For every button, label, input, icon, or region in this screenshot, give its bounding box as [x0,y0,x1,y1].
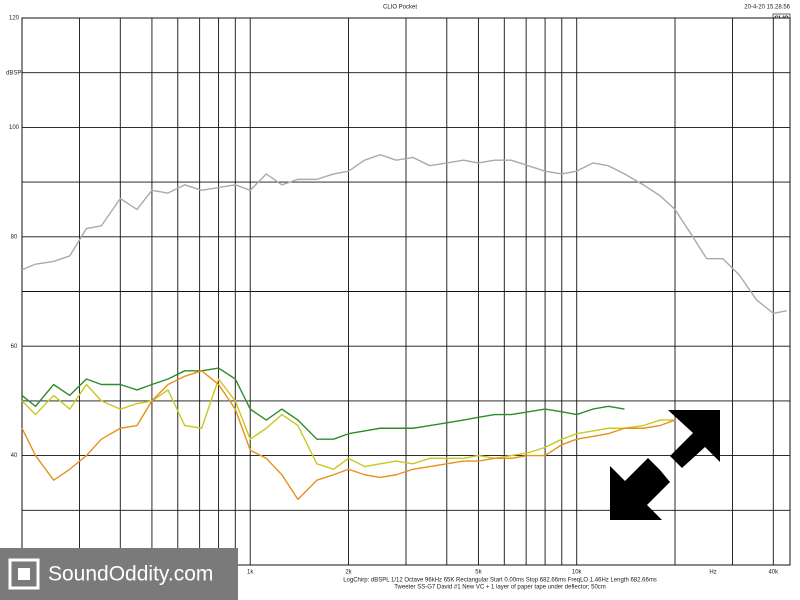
y-tick-label: 60 [11,344,18,350]
y-tick-label: 80 [11,234,18,240]
x-axis-label: Hz [709,570,716,576]
series-line [21,154,787,315]
y-tick-label: 100 [9,125,20,131]
x-tick-label: 40k [768,570,779,576]
arrow-out [668,410,720,468]
watermark: SoundOddity.com [48,563,213,586]
y-tick-label: 120 [9,16,20,22]
x-tick-label: 5k [475,570,482,576]
series-line [21,370,676,501]
x-tick-label: 1k [247,570,254,576]
y-axis-label: dBSPL [6,71,25,77]
x-tick-label: 2k [345,570,352,576]
logo-box [0,548,238,600]
footer-line: Tweeter SS-G7 David #1 New VC + 1 layer … [394,585,606,591]
logo-icon-inner [18,568,30,580]
chart-title: CLIO Pocket [383,5,417,11]
series-line [21,367,625,440]
logo-icon [8,558,40,590]
plot-area: 40 60 80 100 120 1k 2k 5k 10k 40k [9,16,791,576]
series-line [21,378,676,470]
x-tick-label: 10k [572,570,583,576]
timestamp: 20-4-20 15.28.56 [744,5,790,11]
arrow-in [610,458,670,520]
resize-arrows [610,410,720,520]
footer-line: LogChirp: dBSPL 1/12 Octave 96kHz 65K Re… [343,578,657,584]
y-tick-label: 40 [11,453,18,459]
